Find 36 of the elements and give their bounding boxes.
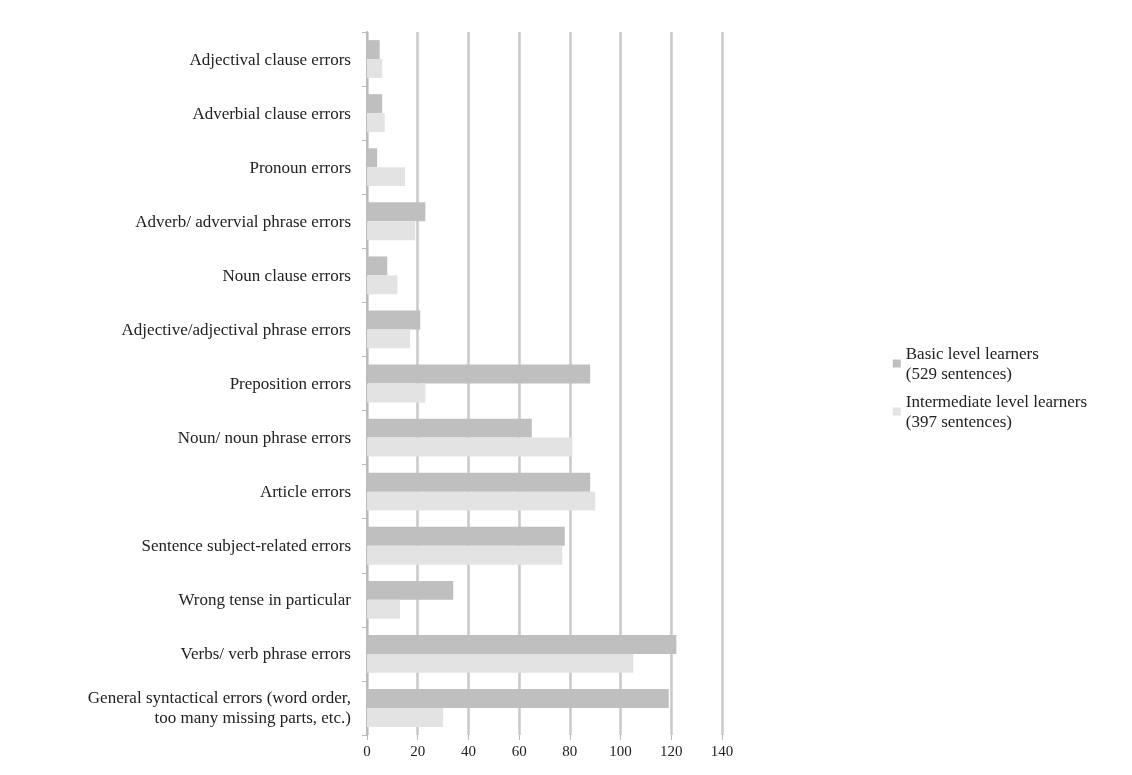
bar xyxy=(367,599,400,619)
y-tick-label: Adjective/adjectival phrase errors xyxy=(121,319,351,339)
y-tick-label: Sentence subject-related errors xyxy=(141,536,351,556)
y-tick-label: Noun/ noun phrase errors xyxy=(177,428,351,448)
y-tick-label: Verbs/ verb phrase errors xyxy=(180,644,351,664)
y-tick-label: Preposition errors xyxy=(229,374,351,393)
bar xyxy=(367,653,634,673)
bar xyxy=(367,329,411,349)
y-tick-label: Adjectival clause errors xyxy=(189,49,351,69)
bar xyxy=(367,437,573,457)
bar xyxy=(367,707,444,727)
bar xyxy=(367,59,383,78)
x-tick-label: 120 xyxy=(660,742,683,759)
y-tick-label: Article errors xyxy=(259,482,351,502)
bar xyxy=(367,221,416,241)
x-tick-label: 60 xyxy=(511,742,527,759)
x-tick-label: 140 xyxy=(710,742,734,759)
bar xyxy=(367,545,563,565)
x-tick-label: 100 xyxy=(609,742,632,759)
y-tick-label: Adverbial clause errors xyxy=(192,103,351,123)
y-tick-label: Pronoun errors xyxy=(249,157,351,177)
bar xyxy=(367,275,398,295)
y-tick-label: Wrong tense in particular xyxy=(178,590,352,610)
legend-label: Basic level learners (529 sentences) xyxy=(905,344,1039,383)
x-tick-label: 80 xyxy=(562,742,578,759)
bar xyxy=(367,491,596,511)
legend-label: Intermediate level learners (397 sentences) xyxy=(905,392,1087,431)
bar xyxy=(367,167,406,187)
y-tick-label: Noun clause errors xyxy=(222,265,351,285)
bar xyxy=(367,383,426,403)
y-tick-label: Adverb/ advervial phrase errors xyxy=(135,211,351,231)
x-tick-label: 40 xyxy=(460,742,476,759)
bar xyxy=(367,113,385,133)
x-tick-label: 20 xyxy=(410,742,426,759)
y-tick-label: General syntactical errors (word order, too many missing parts, etc.) xyxy=(87,688,351,728)
x-tick-label: 0 xyxy=(363,742,371,759)
